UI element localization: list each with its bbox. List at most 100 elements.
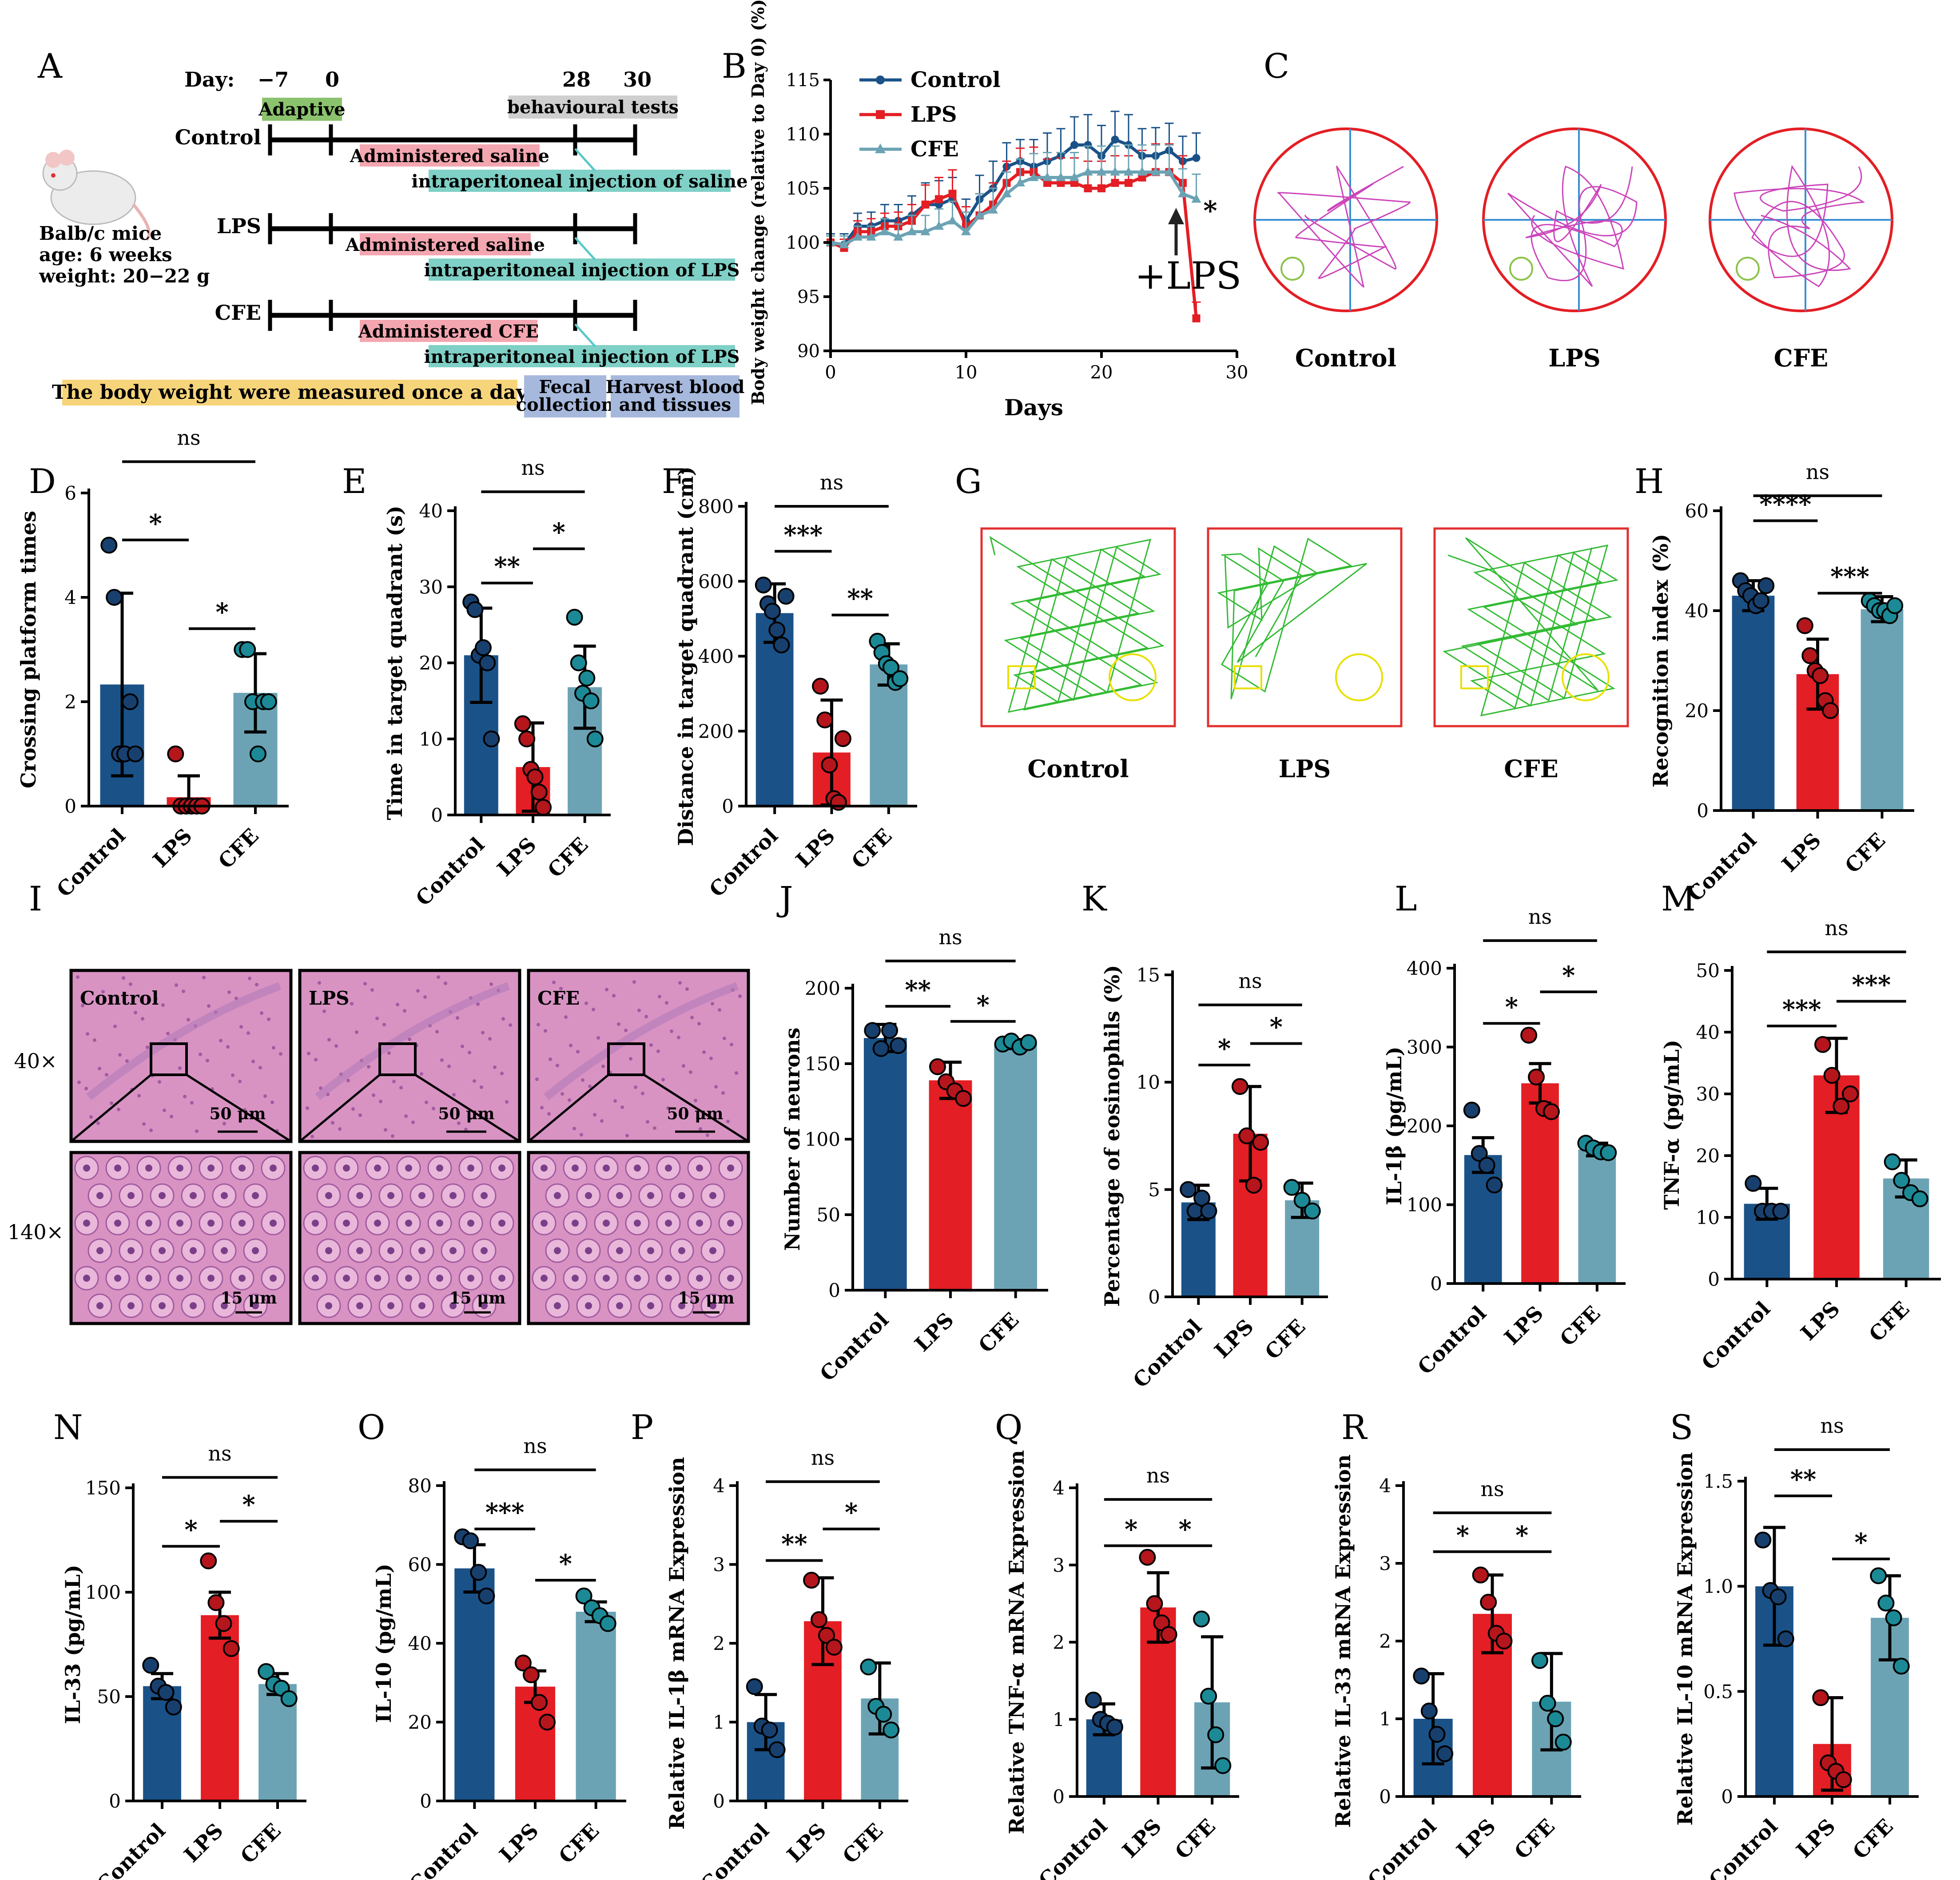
neuron-nucleus — [114, 1165, 121, 1172]
cell-dot — [601, 1065, 605, 1068]
data-point — [1125, 179, 1133, 187]
data-point — [1252, 1134, 1269, 1151]
cell-dot — [721, 1091, 725, 1095]
data-point — [1042, 172, 1052, 181]
panel-letter-j: J — [776, 879, 793, 918]
y-tick-label: 2 — [1053, 1632, 1065, 1653]
panel-letter-d: D — [29, 461, 56, 501]
neuron-nucleus — [498, 1275, 505, 1282]
sig-label: * — [149, 509, 162, 538]
scale-label: 50 μm — [438, 1105, 494, 1123]
y-axis-title: TNF-α (pg/mL) — [1660, 1040, 1684, 1210]
neuron-nucleus — [96, 1247, 103, 1254]
y-tick-label: 4 — [1379, 1475, 1391, 1497]
day-value: −7 — [258, 68, 289, 91]
y-axis-title: Relative IL-10 mRNA Expression — [1673, 1452, 1697, 1826]
cell-dot — [163, 1109, 166, 1112]
neuron-nucleus — [239, 1275, 246, 1282]
data-point — [200, 1552, 217, 1570]
cell-dot — [350, 1002, 354, 1006]
y-tick-label: 600 — [698, 571, 734, 592]
harvest-box — [611, 375, 739, 417]
data-point — [830, 794, 847, 811]
cell-dot — [149, 1129, 153, 1132]
data-point — [474, 639, 492, 656]
cell-dot — [629, 1057, 632, 1061]
y-tick-label: 10 — [1137, 1072, 1160, 1093]
panel-letter-q: Q — [995, 1407, 1022, 1447]
x-tick-label: 30 — [1226, 362, 1248, 383]
neuron-nucleus — [572, 1165, 579, 1172]
legend-label-control: Control — [910, 68, 1001, 92]
cell-dot — [98, 1067, 101, 1070]
x-tick-label-cfe: CFE — [1864, 1297, 1914, 1347]
sig-label: ns — [521, 456, 545, 480]
neuron-nucleus — [572, 1275, 579, 1282]
zoom-box — [607, 1042, 645, 1076]
data-point — [821, 756, 838, 774]
neuron-nucleus — [709, 1247, 716, 1254]
neuron-nucleus — [312, 1165, 319, 1172]
cell-dot — [327, 1038, 331, 1041]
cell-layer — [315, 982, 510, 1100]
data-point — [1769, 1588, 1787, 1606]
chart-f: 0 200 400 600 800 Control LPS CFE Distance in ta… — [674, 466, 917, 902]
tile-label: Control — [80, 987, 159, 1009]
arena-label-control: Control — [1027, 755, 1129, 783]
cell-dot — [113, 1025, 117, 1028]
data-point — [961, 226, 971, 235]
data-point — [761, 1721, 778, 1739]
y-tick-label: 0 — [64, 795, 76, 817]
zoom-box — [378, 1042, 417, 1076]
data-point — [907, 226, 917, 235]
neuron-nucleus — [554, 1192, 561, 1199]
data-point — [1772, 1203, 1789, 1220]
data-point — [1812, 1689, 1829, 1706]
neuron-nucleus — [207, 1275, 215, 1282]
bar-control — [863, 1038, 907, 1290]
data-point — [1238, 1127, 1256, 1145]
data-point — [872, 1040, 890, 1057]
neuron-nucleus — [665, 1165, 672, 1172]
cell-dot — [634, 1085, 637, 1089]
cell-dot — [322, 1010, 326, 1013]
cell-dot — [572, 1127, 576, 1130]
cell-dot — [310, 1135, 314, 1138]
cell-dot — [122, 976, 125, 980]
neuron-nucleus — [647, 1192, 654, 1199]
y-axis-title: Distance in target quadrant (cm) — [674, 466, 698, 846]
cell-dot — [444, 982, 447, 985]
neuron-nucleus — [696, 1165, 703, 1172]
object-circle — [1335, 653, 1383, 701]
x-tick-label-lps: LPS — [1792, 1814, 1840, 1863]
chart-q: 0 1 2 3 4 Control LPS CFE Relative TNF-α mRNA Ex… — [1005, 1450, 1239, 1880]
panel-a-schematic: Day: −7 0 28 30 Adaptive behavioural tests Cont… — [39, 68, 748, 417]
y-axis-title: IL-33 (pg/mL) — [61, 1565, 85, 1724]
arena-label-cfe: CFE — [1504, 755, 1558, 783]
cell-dot — [605, 988, 608, 991]
cell-dot — [461, 1045, 464, 1048]
cell-dot — [677, 1036, 680, 1039]
data-point — [834, 730, 851, 747]
x-tick-label-control: Control — [1704, 1814, 1782, 1880]
data-point — [1056, 172, 1066, 181]
data-point — [1180, 1181, 1197, 1198]
cell-dot — [307, 1052, 310, 1055]
scale-label: 15 μm — [678, 1289, 734, 1308]
cell-dot — [644, 1015, 648, 1018]
data-point — [1192, 314, 1201, 322]
cell-dot — [251, 1060, 255, 1063]
cell-dot — [452, 1093, 456, 1097]
x-tick-label-control: Control — [815, 1308, 893, 1386]
y-tick-label: 200 — [698, 720, 734, 742]
group-name: LPS — [217, 214, 261, 238]
data-point — [777, 588, 795, 605]
movement-path — [1443, 537, 1618, 716]
data-point — [860, 1658, 877, 1676]
cell-dot — [331, 1121, 334, 1125]
data-point — [215, 1615, 232, 1632]
sig-label: * — [1270, 1013, 1283, 1042]
cell-dot — [108, 996, 112, 1000]
sig-label: * — [1562, 961, 1575, 990]
tile-label: CFE — [537, 987, 580, 1009]
